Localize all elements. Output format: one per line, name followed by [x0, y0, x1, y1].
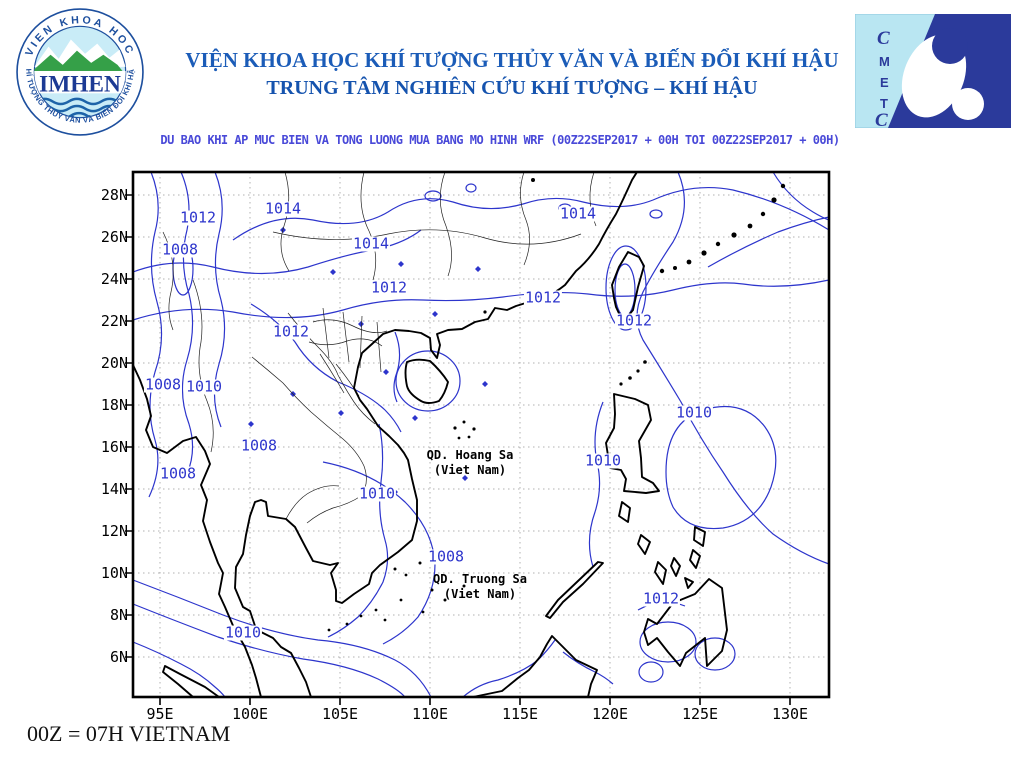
logo-letter-t: T: [880, 96, 888, 111]
lon-tick-label: 130E: [771, 705, 809, 723]
lat-tick-label: 10N: [100, 564, 128, 582]
logo-s-swoosh: [901, 28, 984, 120]
lon-tick-label: 100E: [231, 705, 269, 723]
timezone-note: 00Z = 07H VIETNAM: [27, 721, 231, 746]
cmetc-logo: C M E T C: [855, 14, 1011, 128]
axis-ticks: [125, 194, 791, 705]
logo-letters: C M E T C: [875, 28, 890, 128]
lat-tick-label: 20N: [100, 354, 128, 372]
lat-tick-label: 8N: [109, 606, 128, 624]
lon-tick-label: 95E: [146, 705, 174, 723]
logo-letter-m: M: [879, 54, 890, 69]
lat-tick-label: 28N: [100, 186, 128, 204]
lat-tick-label: 6N: [109, 648, 128, 666]
logo-letter-e: E: [880, 75, 889, 90]
header-titles: VIỆN KHOA HỌC KHÍ TƯỢNG THỦY VĂN VÀ BIẾN…: [0, 48, 1024, 100]
pressure-map: [125, 170, 831, 705]
lat-tick-label: 18N: [100, 396, 128, 414]
lat-tick-label: 12N: [100, 522, 128, 540]
country-borders: [162, 171, 597, 524]
lat-tick-label: 16N: [100, 438, 128, 456]
lon-tick-label: 105E: [321, 705, 359, 723]
pressure-contours: [132, 171, 830, 698]
forecast-subtitle: DU BAO KHI AP MUC BIEN VA TONG LUONG MUA…: [160, 133, 840, 147]
lon-tick-label: 115E: [501, 705, 539, 723]
lon-tick-label: 125E: [681, 705, 719, 723]
lat-tick-label: 26N: [100, 228, 128, 246]
grid-lines: [133, 172, 829, 697]
lon-tick-label: 110E: [411, 705, 449, 723]
imhen-logo: IMHEN VIEN KHOA HOC KHÍ TƯỢNG THỦY VĂN V…: [14, 6, 144, 136]
map-frame: [131, 170, 831, 699]
center-title: TRUNG TÂM NGHIÊN CỨU KHÍ TƯỢNG – KHÍ HẬU: [266, 77, 758, 99]
imhen-wordmark: IMHEN: [39, 71, 121, 97]
lat-tick-label: 24N: [100, 270, 128, 288]
lat-tick-label: 22N: [100, 312, 128, 330]
lon-tick-label: 120E: [591, 705, 629, 723]
logo-letter-c1: C: [877, 28, 890, 49]
island-dots: [327, 178, 786, 632]
lat-tick-label: 14N: [100, 480, 128, 498]
logo-letter-c2: C: [875, 110, 888, 128]
institute-title: VIỆN KHOA HỌC KHÍ TƯỢNG THỦY VĂN VÀ BIẾN…: [185, 48, 839, 72]
